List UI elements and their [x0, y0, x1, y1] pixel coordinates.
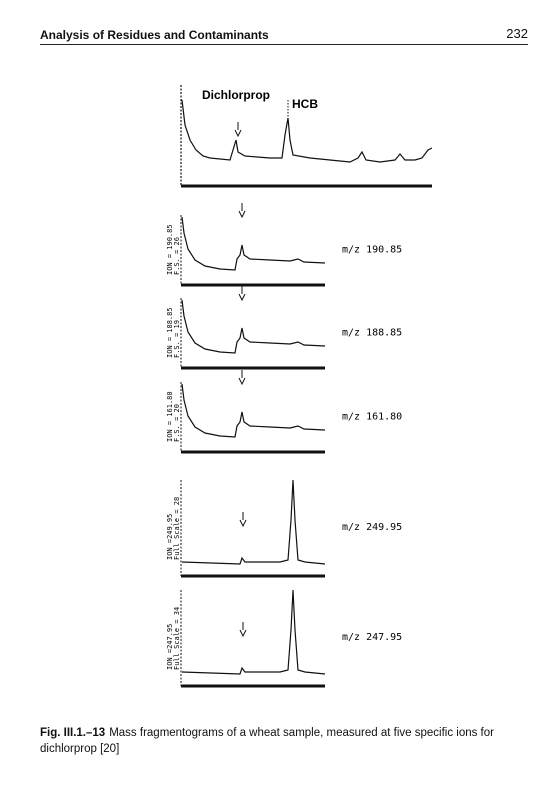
- ion-label: ION =247.95: [166, 624, 174, 670]
- header-title: Analysis of Residues and Contaminants: [40, 28, 269, 42]
- mz-label: m/z 249.95: [342, 522, 402, 533]
- fragmentogram: m/z 247.95 ION =247.95 Full Scale = 34: [166, 589, 402, 688]
- mz-label: m/z 190.85: [342, 245, 402, 256]
- ion-label: ION = 188.85: [166, 307, 174, 358]
- ion-label: ION = 161.80: [166, 391, 174, 442]
- peak-arrow: [238, 286, 246, 302]
- scale-label: Full Scale = 34: [173, 607, 181, 670]
- mz-label: m/z 188.85: [342, 328, 402, 339]
- top-chromatogram: [180, 85, 433, 188]
- scale-label: Full Scale = 28: [173, 497, 181, 560]
- figure-caption: Fig. III.1.–13 Mass fragmentograms of a w…: [40, 725, 530, 757]
- peak-arrow: [239, 512, 247, 528]
- caption-label: Fig. III.1.–13: [40, 727, 106, 739]
- peak-arrow: [238, 370, 246, 386]
- ion-label: ION = 190.85: [166, 224, 174, 275]
- mz-label: m/z 247.95: [342, 632, 402, 643]
- peak-arrow: [239, 622, 247, 638]
- caption-text: Mass fragmentograms of a wheat sample, m…: [40, 727, 494, 755]
- fragmentogram: m/z 190.85 ION = 190.85 F.S. = 26: [166, 203, 402, 287]
- ion-label: ION =249.95: [166, 514, 174, 560]
- peak-arrow: [238, 203, 246, 219]
- trace: [181, 299, 326, 354]
- trace: [181, 383, 326, 438]
- peak-label: HCB: [292, 97, 318, 111]
- running-header: Analysis of Residues and Contaminants 23…: [40, 26, 528, 45]
- fragmentogram: m/z 161.80 ION = 161.80 F.S. = 20: [166, 370, 402, 454]
- trace: [181, 216, 326, 271]
- scale-label: F.S. = 19: [173, 320, 181, 358]
- page-number: 232: [506, 26, 528, 41]
- mz-label: m/z 161.80: [342, 412, 402, 423]
- trace: [181, 589, 326, 675]
- scale-label: F.S. = 26: [173, 237, 181, 275]
- peak-label: Dichlorprop: [202, 88, 270, 102]
- fragmentogram: m/z 249.95 ION =249.95 Full Scale = 28: [166, 479, 402, 578]
- fragmentogram: m/z 188.85 ION = 188.85 F.S. = 19: [166, 286, 402, 370]
- scale-label: F.S. = 20: [173, 404, 181, 442]
- trace: [181, 479, 326, 565]
